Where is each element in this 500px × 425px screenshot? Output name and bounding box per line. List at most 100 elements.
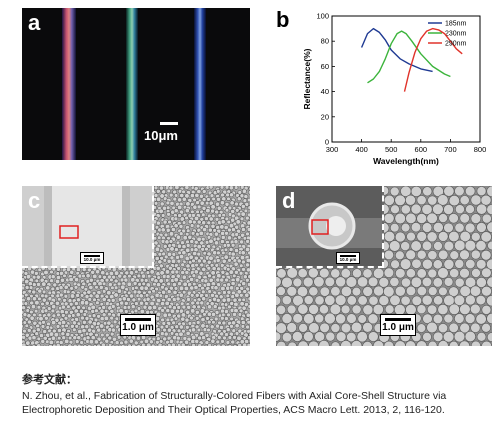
sem-particle [158,186,164,191]
sem-particle [286,304,297,315]
sem-particle [168,186,174,191]
sem-particle [184,270,190,275]
sem-particle [34,278,40,284]
sem-particle [443,222,454,233]
sem-particle [232,297,238,303]
panel-a-micrograph: a 10μm [22,8,250,160]
sem-particle [185,263,191,269]
sem-particle [86,289,92,295]
sem-particle [59,277,65,283]
sem-particle [228,186,234,191]
sem-particle [47,344,53,346]
sem-particle [25,274,32,280]
sem-particle [296,285,309,298]
sem-particle [216,282,221,288]
sem-particle [476,203,488,215]
sem-particle [214,240,220,246]
sem-particle [226,242,231,248]
sem-particle [92,273,98,279]
sem-particle [230,281,236,287]
sem-particle [82,319,87,325]
sem-particle [422,186,433,197]
sem-particle [66,289,71,295]
sem-particle [345,276,358,288]
sem-particle [116,335,122,340]
sem-particle [221,297,227,303]
sem-particle [164,269,171,275]
sem-particle [224,230,229,236]
sem-particle [286,267,298,279]
sem-particle [459,213,470,224]
sem-particle [227,344,233,346]
sem-particle [80,315,85,321]
sem-particle [239,216,245,222]
sem-particle [67,343,73,346]
sem-particle [57,296,62,302]
sem-particle [44,300,50,306]
sem-particle [240,320,246,326]
sem-particle [480,249,492,261]
sem-particle [115,302,120,307]
sem-particle [448,195,460,207]
sem-particle [178,324,184,330]
sem-particle [486,204,492,215]
reference-heading: 参考文献： [22,374,77,386]
sem-particle [340,285,352,297]
sem-particle [159,270,165,276]
sem-particle [243,208,249,214]
sem-particle [204,246,209,252]
sem-particle [177,197,183,203]
sem-particle [352,268,362,279]
sem-particle [330,268,341,279]
sem-particle [281,332,293,343]
sem-particle [24,292,29,298]
sem-particle [454,204,465,215]
sem-particle [437,340,449,346]
sem-particle [395,268,406,279]
sem-particle [427,340,438,346]
sem-particle [109,277,114,283]
sem-particle [62,273,67,279]
sem-particle [218,294,224,300]
sem-particle [22,324,24,329]
sem-particle [228,223,235,229]
sem-particle [49,269,54,275]
sem-particle [220,308,225,314]
sem-particle [400,222,411,233]
sem-particle [101,312,107,318]
sem-particle [176,313,182,319]
sem-particle [201,289,206,295]
sem-particle [416,231,427,242]
sem-particle [37,288,43,294]
sem-particle [180,342,186,346]
sem-particle [170,226,176,232]
sem-particle [481,267,492,278]
sem-particle [405,340,416,346]
sem-particle [114,340,120,345]
sem-particle [157,259,163,265]
sem-particle [166,327,172,333]
sem-particle [29,315,35,321]
series-line-290nm [403,27,463,92]
sem-particle [196,258,202,264]
sem-particle [195,300,201,306]
sem-particle [237,343,242,346]
sem-particle [362,341,373,346]
sem-particle [411,295,423,306]
sem-particle [178,224,184,229]
sem-particle [160,227,166,233]
sem-particle [204,340,210,345]
sem-particle [34,331,39,336]
sem-particle [181,189,186,195]
sem-particle [207,304,213,310]
sem-particle [314,331,325,343]
sem-particle [368,295,379,306]
sem-particle [191,273,197,278]
sem-particle [416,213,428,224]
sem-particle [79,308,84,314]
sem-particle [276,286,286,296]
sem-particle [152,304,158,310]
sem-particle [181,196,187,202]
sem-particle [401,277,412,288]
sem-particle [246,227,250,232]
